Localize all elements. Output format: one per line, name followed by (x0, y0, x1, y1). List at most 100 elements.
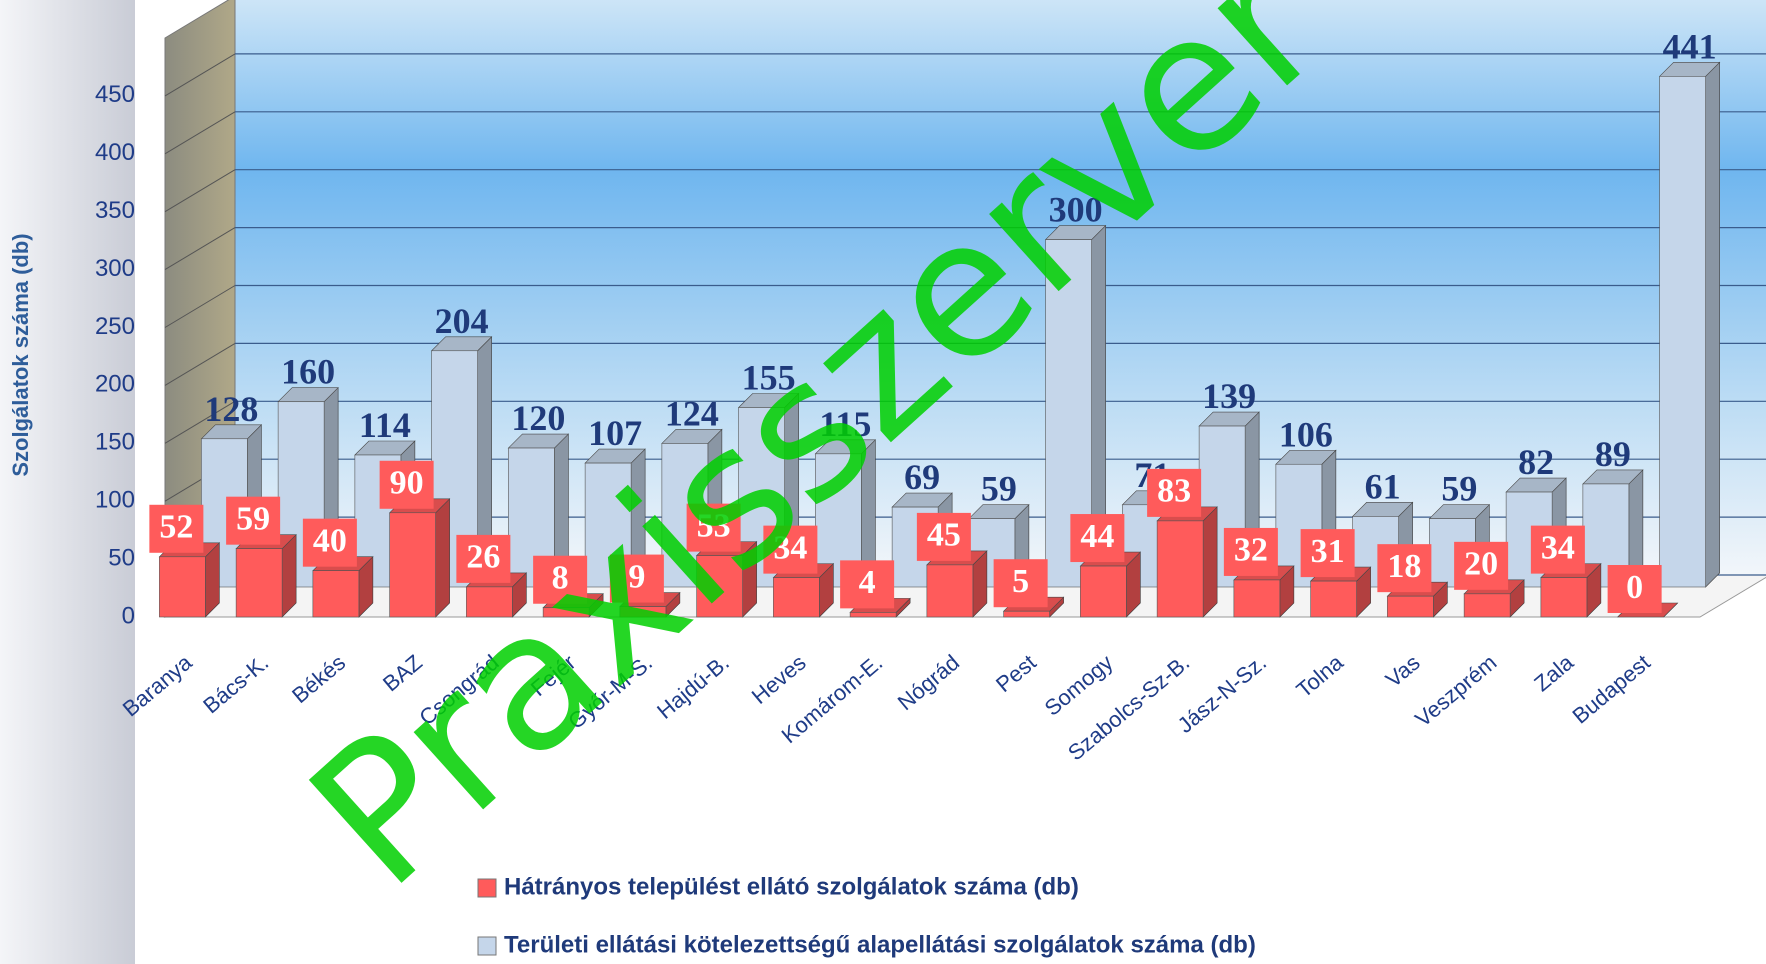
y-tick-label: 350 (95, 197, 135, 224)
value-label-red: 5 (1012, 563, 1029, 600)
y-tick-label: 450 (95, 81, 135, 108)
grid-line-side (164, 227, 236, 271)
value-label-red: 44 (1080, 518, 1114, 555)
value-label-box (840, 560, 895, 609)
x-tick-label: Veszprém (1410, 650, 1501, 732)
value-label-box (379, 460, 434, 509)
bar-red-front (312, 570, 360, 618)
bar-red-front (235, 548, 283, 618)
bar-red-front (1233, 579, 1281, 618)
value-label-box (1607, 565, 1662, 613)
value-label-box (302, 518, 357, 567)
value-label-blue: 441 (1663, 26, 1717, 66)
value-label-blue: 139 (1202, 376, 1256, 416)
grid-line-side (164, 342, 236, 386)
value-label-red: 20 (1464, 546, 1498, 583)
bar-red (926, 550, 988, 618)
bar-red-front (849, 612, 897, 618)
value-label-blue: 300 (1049, 190, 1103, 230)
x-tick-label: Tolna (1291, 649, 1348, 702)
value-label-red: 4 (859, 564, 876, 601)
value-label-red: 45 (927, 517, 961, 554)
value-label-box (916, 512, 971, 561)
legend-label: Területi ellátási kötelezettségű alapell… (504, 931, 1256, 958)
value-label-box (1070, 514, 1125, 563)
bar-red-front (466, 586, 513, 618)
bar-red (1386, 581, 1449, 618)
value-label-red: 26 (466, 539, 500, 576)
value-label-blue: 106 (1279, 414, 1333, 454)
value-label-blue: 114 (359, 405, 411, 445)
value-label-box (149, 504, 204, 553)
value-label-box (1147, 468, 1202, 517)
value-label-blue: 107 (588, 413, 642, 453)
value-label-blue: 204 (435, 301, 489, 341)
value-label-red: 31 (1311, 533, 1345, 570)
bar-red-front (926, 564, 974, 618)
y-tick-label: 250 (95, 313, 135, 340)
y-tick-label: 150 (95, 429, 135, 456)
value-label-blue: 89 (1595, 434, 1631, 474)
grid-line-side (164, 400, 236, 444)
bar-red-front (1156, 520, 1204, 618)
x-tick-label: Zala (1529, 649, 1578, 696)
value-label-red: 53 (697, 507, 731, 544)
x-tick-label: Bács-K. (198, 650, 273, 719)
y-axis-title: Szolgálatok száma (db) (8, 233, 33, 476)
value-label-red: 40 (313, 522, 347, 559)
value-label-blue: 82 (1518, 442, 1554, 482)
value-label-red: 0 (1626, 569, 1643, 606)
bar-red-side (281, 533, 297, 618)
value-label-red: 59 (236, 500, 270, 537)
value-label-box (993, 559, 1048, 608)
y-tick-label: 100 (95, 487, 135, 514)
side-strip (0, 0, 135, 964)
x-tick-label: Heves (747, 650, 811, 709)
value-label-box (686, 503, 741, 552)
value-label-red: 34 (773, 529, 807, 566)
x-tick-label: Nógrád (893, 650, 964, 716)
bar-red-front (542, 607, 590, 618)
y-tick-label: 50 (108, 544, 135, 571)
x-tick-label: Budapest (1568, 650, 1655, 729)
bar-red-front (773, 577, 820, 618)
bar-red-front (1003, 610, 1050, 618)
value-label-blue: 59 (981, 469, 1017, 509)
y-tick-label: 400 (95, 139, 135, 166)
value-label-blue: 128 (204, 389, 258, 429)
legend-label: Hátrányos települést ellátó szolgálatok … (504, 873, 1079, 900)
value-label-blue: 124 (665, 393, 719, 433)
grid-line-side (164, 111, 236, 155)
bar-red (1156, 506, 1218, 618)
bar-red-front (1463, 593, 1511, 618)
legend-swatch (477, 936, 497, 956)
value-label-box (1300, 529, 1355, 578)
bar-red-front (159, 556, 206, 618)
bar-red (388, 498, 451, 618)
value-label-blue: 120 (511, 398, 565, 438)
legend-swatch (477, 878, 497, 898)
bar-red-front (1310, 580, 1357, 618)
bar-red-front (389, 512, 436, 618)
bar-blue-front (1659, 76, 1706, 588)
value-label-box (763, 525, 818, 574)
y-tick-label: 300 (95, 255, 135, 282)
value-label-blue: 155 (742, 358, 796, 398)
value-label-blue: 69 (904, 457, 940, 497)
value-label-box (456, 534, 511, 583)
bar-blue-side (1705, 61, 1720, 588)
value-label-box (1530, 525, 1585, 574)
bar-red (1540, 562, 1602, 618)
y-tick-label: 0 (122, 602, 135, 629)
bar-red-front (1387, 595, 1434, 618)
grid-line-side (164, 53, 236, 97)
grid-line-side (164, 285, 236, 328)
value-label-box (226, 496, 281, 545)
bar-red-front (696, 555, 743, 618)
value-label-blue: 160 (281, 352, 335, 392)
value-label-box (533, 555, 588, 604)
y-tick-label: 200 (95, 371, 135, 398)
value-label-blue: 61 (1365, 466, 1401, 506)
value-label-red: 8 (552, 560, 569, 597)
